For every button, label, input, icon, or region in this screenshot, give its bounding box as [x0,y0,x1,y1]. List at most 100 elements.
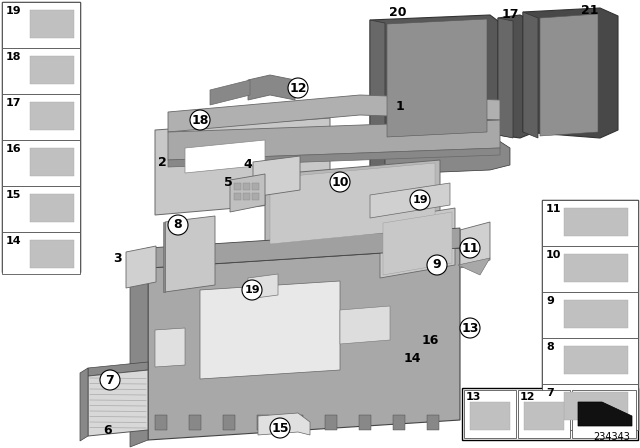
Polygon shape [460,222,490,268]
Polygon shape [168,148,500,167]
Polygon shape [540,14,598,136]
Text: 10: 10 [332,176,349,189]
Text: 16: 16 [421,333,438,346]
Polygon shape [223,415,235,430]
Text: 19: 19 [244,285,260,295]
Bar [518,390,570,438]
Text: 20: 20 [389,5,407,18]
Bar [542,246,638,292]
Polygon shape [498,18,513,138]
Bar [462,388,638,440]
Text: 17: 17 [501,8,519,21]
Polygon shape [185,140,265,173]
Text: 17: 17 [6,98,22,108]
Bar [2,94,80,140]
Polygon shape [370,183,450,218]
Text: 18: 18 [6,52,22,62]
Polygon shape [189,415,201,430]
Bar [564,254,628,282]
Text: 7: 7 [546,388,554,398]
Polygon shape [370,15,510,140]
Bar [2,186,80,232]
Circle shape [427,255,447,275]
Polygon shape [383,212,452,275]
Bar [564,346,628,374]
Bar [30,194,74,222]
Polygon shape [88,370,148,436]
Text: 1: 1 [396,100,404,113]
Bar [564,300,628,328]
Text: 11: 11 [546,204,561,214]
Polygon shape [155,118,330,215]
Bar [542,292,638,338]
Polygon shape [168,120,500,160]
Polygon shape [253,156,300,197]
Polygon shape [370,20,385,178]
Text: 19: 19 [6,6,22,16]
Polygon shape [258,413,310,435]
Polygon shape [230,174,265,212]
Polygon shape [523,8,618,138]
Text: 14: 14 [403,352,420,365]
Bar [2,2,80,272]
Text: 8: 8 [546,342,554,352]
Polygon shape [155,415,167,430]
Bar [30,148,74,176]
Text: 19: 19 [412,195,428,205]
Text: 7: 7 [106,374,115,387]
Circle shape [460,318,480,338]
Polygon shape [458,258,490,275]
Bar [30,240,74,268]
Polygon shape [427,415,439,430]
Bar [464,390,516,438]
Polygon shape [234,193,241,200]
Circle shape [242,280,262,300]
Polygon shape [210,80,250,105]
Bar [564,392,628,420]
Polygon shape [265,160,440,248]
Bar [564,208,628,236]
Polygon shape [243,193,250,200]
Bar [2,140,80,186]
Text: 18: 18 [191,113,209,126]
Bar [542,338,638,384]
Text: 10: 10 [546,250,561,260]
Text: 21: 21 [581,4,599,17]
Polygon shape [380,208,455,278]
Text: 6: 6 [104,423,112,436]
Text: 2: 2 [157,155,166,168]
Polygon shape [126,246,156,288]
Text: 15: 15 [6,190,21,200]
Polygon shape [148,248,460,440]
Polygon shape [291,415,303,430]
Text: 11: 11 [461,241,479,254]
Bar [542,384,638,430]
Text: 16: 16 [6,144,22,154]
Polygon shape [498,15,535,138]
Circle shape [100,370,120,390]
Polygon shape [168,95,500,132]
Polygon shape [359,415,371,430]
Text: 12: 12 [289,82,307,95]
Circle shape [410,190,430,210]
Polygon shape [325,415,337,430]
Text: 9: 9 [546,296,554,306]
Polygon shape [148,228,460,268]
Text: 9: 9 [433,258,442,271]
Text: 15: 15 [271,422,289,435]
Bar [524,402,564,430]
Polygon shape [165,216,215,292]
Polygon shape [155,328,185,367]
Polygon shape [393,415,405,430]
Polygon shape [578,402,632,426]
Polygon shape [387,19,487,137]
Bar [572,390,636,438]
Circle shape [460,238,480,258]
Polygon shape [370,135,510,175]
Text: 12: 12 [520,392,536,402]
Polygon shape [80,368,88,441]
Text: 14: 14 [6,236,22,246]
Polygon shape [130,248,148,447]
Circle shape [288,78,308,98]
Polygon shape [257,415,269,430]
